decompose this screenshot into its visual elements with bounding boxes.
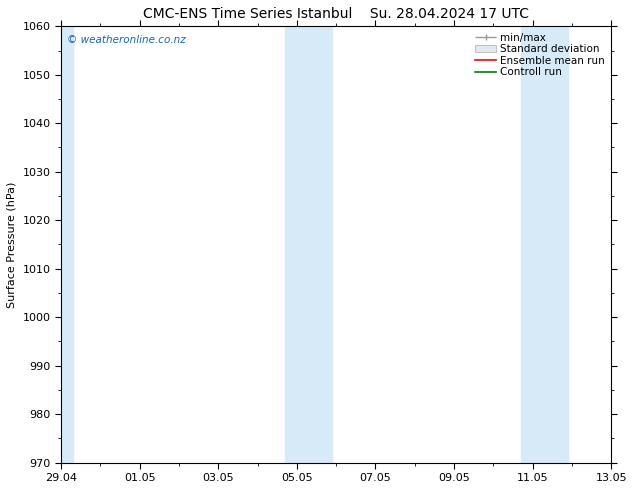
Title: CMC-ENS Time Series Istanbul    Su. 28.04.2024 17 UTC: CMC-ENS Time Series Istanbul Su. 28.04.2… [143,7,529,21]
Legend: min/max, Standard deviation, Ensemble mean run, Controll run: min/max, Standard deviation, Ensemble me… [472,29,608,80]
Bar [61,26,73,463]
Y-axis label: Surface Pressure (hPa): Surface Pressure (hPa) [7,181,17,308]
Bar [309,26,332,463]
Text: © weatheronline.co.nz: © weatheronline.co.nz [67,35,185,45]
Bar [545,26,568,463]
Bar [521,26,545,463]
Bar [285,26,309,463]
